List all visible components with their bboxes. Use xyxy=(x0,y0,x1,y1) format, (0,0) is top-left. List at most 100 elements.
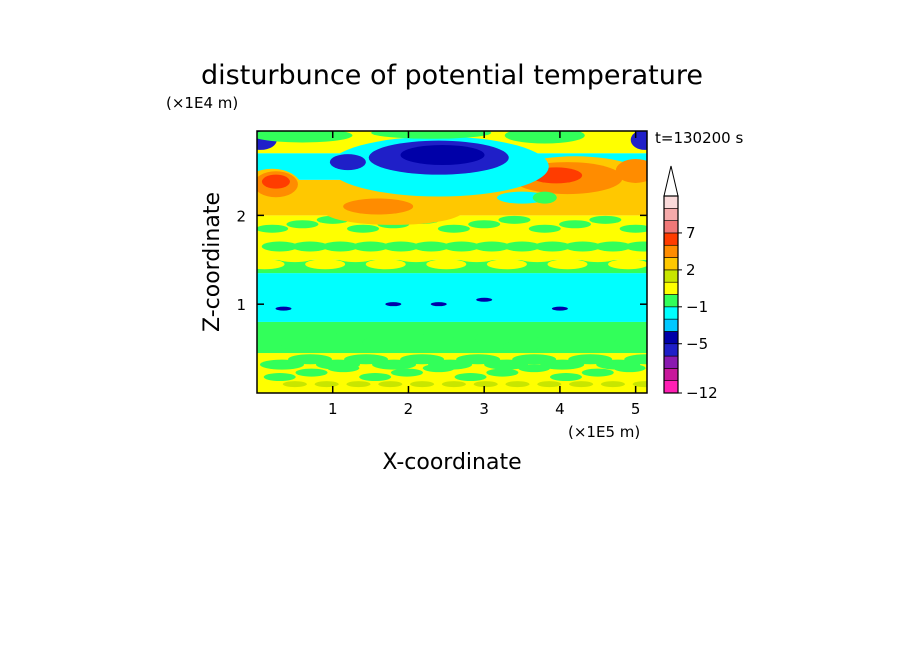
contour-wave xyxy=(378,381,403,388)
x-scale-label: (×1E5 m) xyxy=(568,423,640,441)
colorbar-swatch xyxy=(663,232,679,246)
colorbar-frame xyxy=(663,195,679,394)
contour-wave xyxy=(558,331,595,344)
contour-wave xyxy=(468,220,501,229)
contour-wave xyxy=(426,259,467,270)
x-tick-label: 5 xyxy=(631,400,641,418)
contour-speck xyxy=(385,302,402,307)
contour-wave xyxy=(619,224,647,233)
colorbar-swatch xyxy=(663,380,679,394)
contour-wave xyxy=(263,373,296,382)
contour-wave xyxy=(347,224,380,233)
contour-wave xyxy=(365,259,406,270)
contour-wave xyxy=(314,381,339,388)
contour-wave xyxy=(528,224,561,233)
contour-wave xyxy=(335,252,376,263)
x-axis: 1 2 3 4 5 xyxy=(328,131,640,418)
contour-wave xyxy=(295,368,328,377)
colorbar-swatch xyxy=(663,318,679,332)
contour-blob xyxy=(532,191,557,204)
contour-wave xyxy=(547,259,588,270)
colorbar-swatch xyxy=(663,281,679,295)
colorbar-swatch xyxy=(663,269,679,283)
colorbar-swatch xyxy=(663,244,679,258)
colorbar-tick-label: −12 xyxy=(686,384,718,402)
contour-wave xyxy=(518,364,551,373)
contour-wave xyxy=(549,373,582,382)
contour-blob xyxy=(257,131,353,143)
plot-frame xyxy=(256,130,648,394)
contour-wave xyxy=(454,373,487,382)
contour-wave xyxy=(382,241,419,252)
contour-wave xyxy=(474,331,511,344)
contour-wave xyxy=(306,331,343,344)
contour-wave xyxy=(292,241,329,252)
contour-band xyxy=(257,273,647,322)
contour-wave xyxy=(589,215,622,224)
contour-wave xyxy=(456,252,497,263)
contour-blob xyxy=(343,198,414,215)
contour-wave xyxy=(473,381,498,388)
contour-wave xyxy=(600,381,625,388)
contour-wave xyxy=(577,252,618,263)
colorbar-swatch xyxy=(663,195,679,209)
colorbar-swatch xyxy=(663,257,679,271)
contour-wave xyxy=(594,241,631,252)
y-scale-label: (×1E4 m) xyxy=(166,94,238,112)
contour-wave xyxy=(413,241,450,252)
contour-speck xyxy=(430,302,447,307)
colorbar-swatch xyxy=(663,208,679,221)
contour-wave xyxy=(581,368,614,377)
contour-wave xyxy=(359,373,392,382)
contour-blob xyxy=(261,174,290,189)
contour-blob xyxy=(400,144,485,165)
contour-wave xyxy=(362,336,399,349)
contour-wave xyxy=(530,336,567,349)
contour-wave xyxy=(632,381,647,388)
colorbar-extend-arrow xyxy=(663,165,679,197)
contour-wave xyxy=(410,381,435,388)
contour-wave xyxy=(390,331,427,344)
colorbar-tick-label: −5 xyxy=(686,335,708,353)
contour-wave xyxy=(564,241,601,252)
x-tick-label: 4 xyxy=(555,400,565,418)
contour-wave xyxy=(534,241,571,252)
contour-speck xyxy=(275,306,292,311)
x-axis-label: X-coordinate xyxy=(382,450,521,475)
contour-wave xyxy=(322,241,359,252)
colorbar-swatch xyxy=(663,355,679,369)
x-tick-label: 3 xyxy=(479,400,489,418)
colorbar-swatch xyxy=(663,220,679,234)
contour-wave xyxy=(282,381,307,388)
colorbar-swatch xyxy=(663,306,679,320)
contour-wave xyxy=(390,368,423,377)
time-label: t=130200 s xyxy=(655,129,743,147)
y-tick-label: 2 xyxy=(236,207,246,225)
contour-wave xyxy=(613,364,646,373)
contour-wave xyxy=(327,364,360,373)
colorbar-tick-label: −1 xyxy=(686,298,708,316)
contour-blob xyxy=(504,131,585,144)
contour-wave xyxy=(608,259,647,270)
y-axis-label: Z-coordinate xyxy=(200,192,225,332)
contour-wave xyxy=(446,336,483,349)
contour-wave xyxy=(286,220,319,229)
contour-wave xyxy=(624,354,647,365)
contour-wave xyxy=(418,340,455,353)
contour-wave xyxy=(422,364,455,373)
x-tick-label: 1 xyxy=(328,400,338,418)
contour-wave xyxy=(486,368,519,377)
contour-wave xyxy=(334,340,371,353)
contour-wave xyxy=(569,381,594,388)
contour-speck xyxy=(476,297,493,302)
contour-wave xyxy=(278,336,315,349)
y-tick-label: 1 xyxy=(236,296,246,314)
colorbar-swatch xyxy=(663,343,679,357)
contour-wave xyxy=(504,241,541,252)
contour-wave xyxy=(305,259,346,270)
colorbar-tick-label: 7 xyxy=(686,224,696,242)
chart-title: disturbunce of potential temperature xyxy=(201,60,703,91)
colorbar-swatch xyxy=(663,368,679,381)
contour-wave xyxy=(441,381,466,388)
